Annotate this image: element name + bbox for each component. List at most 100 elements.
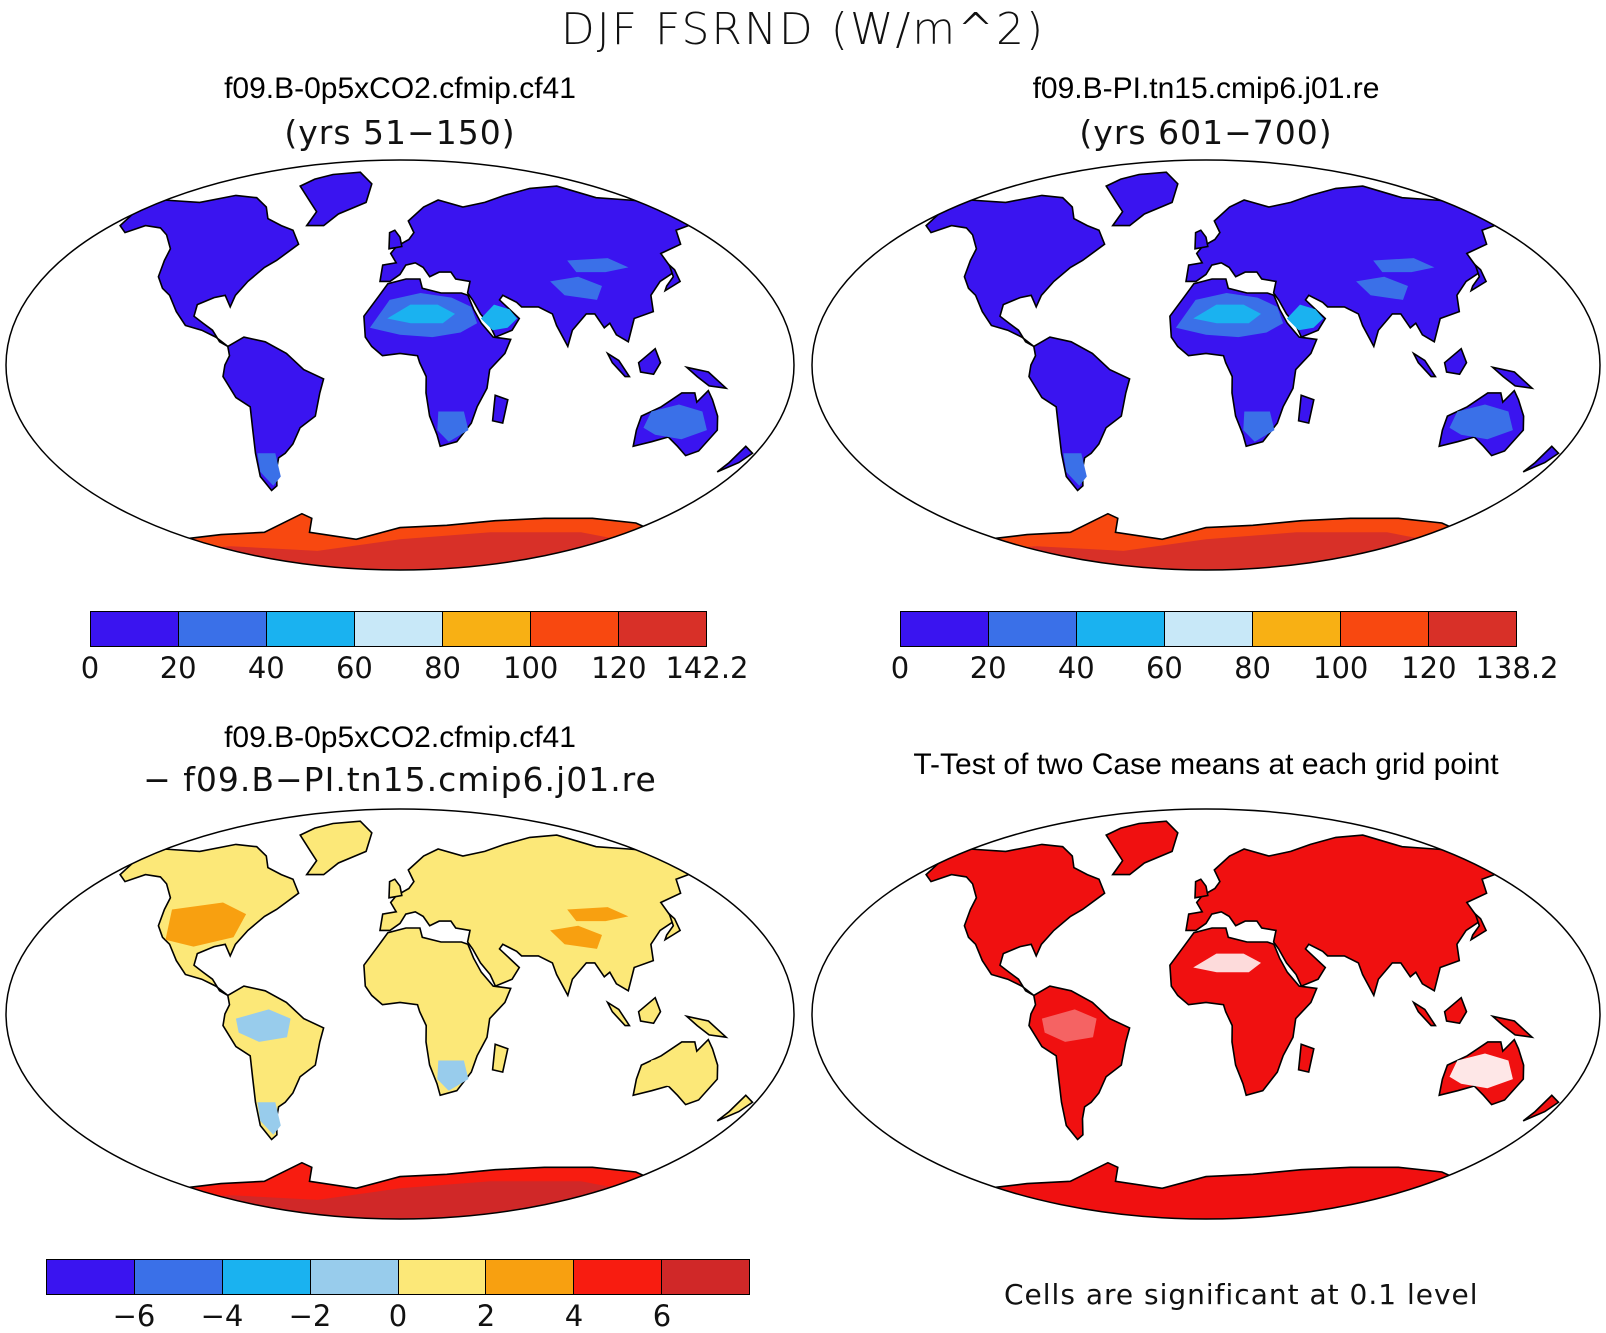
landmass-newGuinea — [1489, 1014, 1535, 1039]
region-australiaIn — [1449, 404, 1513, 440]
map-frame — [5, 808, 795, 1220]
colorbar-segment — [1253, 612, 1341, 646]
region-mongolia — [567, 907, 629, 922]
colorbar-tick-label: 40 — [1057, 651, 1095, 685]
landmass-uk — [1194, 878, 1209, 899]
colorbar-tick-label: −6 — [112, 1299, 156, 1333]
region-arabia — [1286, 304, 1324, 331]
region-saharaCore — [1193, 304, 1261, 324]
colorbar-tick-label: −2 — [288, 1299, 332, 1333]
map-top-left — [5, 159, 795, 571]
map-frame — [811, 159, 1601, 571]
region-southAfrica — [1243, 411, 1275, 442]
map-content — [119, 171, 754, 570]
landmass-borneo — [637, 347, 662, 376]
colorbar-segment — [443, 612, 531, 646]
map-content — [925, 171, 1560, 570]
landmass-antarctica — [934, 1161, 1477, 1219]
panel-title-bottom-right: T-Test of two Case means at each grid po… — [913, 748, 1499, 781]
colorbar-segment — [267, 612, 355, 646]
colorbar-tick-label: 20 — [159, 651, 197, 685]
colorbar-tick-label: 142.2 — [665, 651, 749, 685]
region-patagonia — [1063, 453, 1087, 486]
region-australiaIn — [643, 1053, 707, 1089]
landmass-nz — [1522, 445, 1560, 473]
region-arabia — [480, 304, 518, 331]
colorbar-segment — [662, 1260, 749, 1294]
landmass-eurasia — [379, 834, 702, 998]
colorbar-segment — [179, 612, 267, 646]
landmass-sumatra — [1411, 1000, 1437, 1027]
map-bottom-right — [811, 808, 1601, 1220]
landmass-northAmerica — [925, 843, 1106, 997]
non-significant-region — [1041, 1009, 1097, 1042]
colorbar-tick-label: 120 — [1401, 651, 1457, 685]
colorbar-tick-label: 60 — [335, 651, 373, 685]
region-tibet — [550, 925, 602, 949]
panel-subtitle-top-right: (yrs 601−700) — [1079, 113, 1333, 152]
landmass-madagascar — [1297, 394, 1315, 425]
landmass-uk — [1194, 229, 1209, 250]
map-top-right — [811, 159, 1601, 571]
landmass-japan — [1469, 262, 1488, 293]
panel-subtitle-top-left: (yrs 51−150) — [284, 113, 516, 152]
landmass-greenland — [299, 171, 373, 227]
landmass-eurasia — [379, 185, 702, 349]
colorbar-tick-label: 20 — [969, 651, 1007, 685]
colorbar-segment — [619, 612, 706, 646]
colorbar-tick-label: 0 — [80, 651, 100, 685]
map-content — [925, 820, 1560, 1219]
landmass-nz — [716, 1094, 754, 1122]
region-mongolia — [567, 258, 629, 273]
colorbar-tick-label: 0 — [388, 1299, 408, 1333]
panel-title-top-right: f09.B-PI.tn15.cmip6.j01.re — [1032, 72, 1380, 105]
colorbar-segment — [134, 1260, 223, 1294]
landmass-northAmerica — [119, 194, 300, 348]
landmass-newGuinea — [683, 365, 729, 390]
region-tibet — [550, 276, 602, 300]
colorbar-top-left — [90, 611, 707, 647]
landmass-eurasia — [1185, 834, 1508, 998]
landmass-uk — [388, 878, 403, 899]
landmass-japan — [663, 911, 682, 942]
colorbar-segment — [1077, 612, 1165, 646]
map-content — [119, 820, 754, 1219]
colorbar-tick-label: 80 — [424, 651, 462, 685]
landmass-nz — [1522, 1094, 1560, 1122]
colorbar-tick-label: 6 — [652, 1299, 672, 1333]
landmass-newGuinea — [1489, 365, 1535, 390]
colorbar-top-right — [900, 611, 1517, 647]
colorbar-segment — [531, 612, 619, 646]
landmass-borneo — [637, 996, 662, 1025]
region-mongolia — [1373, 258, 1435, 273]
region-southAfrica — [437, 1060, 469, 1091]
landmass-africa — [363, 927, 512, 1097]
landmass-northAmerica — [925, 194, 1106, 348]
non-significant-region — [1449, 1053, 1513, 1089]
landmass-nz — [716, 445, 754, 473]
panel-subtitle-bottom-left: − f09.B−PI.tn15.cmip6.j01.re — [143, 760, 657, 799]
landmass-sumatra — [605, 1000, 631, 1027]
colorbar-segment — [1341, 612, 1429, 646]
landmass-uk — [388, 229, 403, 250]
colorbar-tick-label: −4 — [200, 1299, 244, 1333]
region-australiaIn — [643, 404, 707, 440]
colorbar-tick-label: 100 — [1313, 651, 1369, 685]
colorbar-segment — [901, 612, 989, 646]
landmass-japan — [1469, 911, 1488, 942]
colorbar-segment — [398, 1260, 487, 1294]
landmass-greenland — [1105, 171, 1179, 227]
colorbar-segment — [486, 1260, 575, 1294]
landmass-sumatra — [605, 351, 631, 378]
landmass-sumatra — [1411, 351, 1437, 378]
landmass-madagascar — [491, 394, 509, 425]
colorbar-tick-label: 2 — [476, 1299, 496, 1333]
colorbar-tick-label: 60 — [1145, 651, 1183, 685]
landmass-newGuinea — [683, 1014, 729, 1039]
colorbar-segment — [222, 1260, 311, 1294]
map-frame — [5, 159, 795, 571]
colorbar-segment — [47, 1260, 135, 1294]
landmass-southAmerica — [1028, 985, 1131, 1141]
region-southAfrica — [437, 411, 469, 442]
colorbar-tick-label: 138.2 — [1475, 651, 1559, 685]
